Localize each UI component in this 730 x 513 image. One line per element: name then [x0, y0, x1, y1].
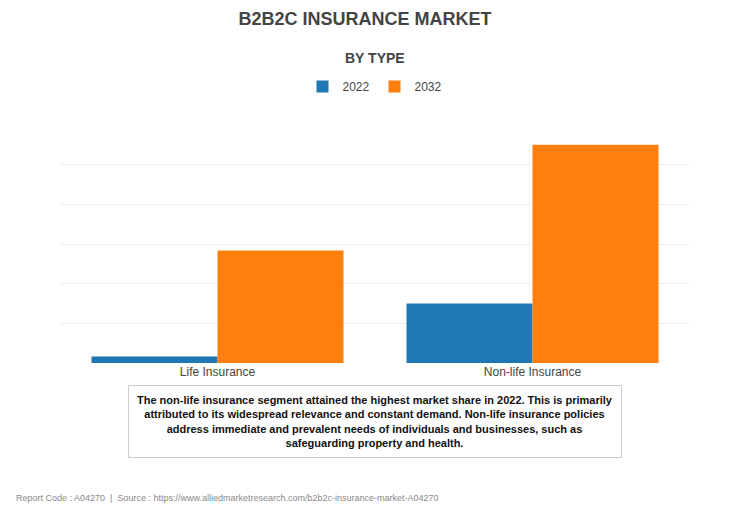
svg-text:B2B2C INSURANCE MARKET: B2B2C INSURANCE MARKET	[238, 9, 491, 29]
svg-text:Non-life Insurance: Non-life Insurance	[484, 365, 582, 379]
svg-text:2022: 2022	[343, 80, 370, 94]
svg-text:Report Code : A04270 | Sourc: Report Code : A04270 | Source : https://…	[16, 493, 439, 503]
svg-text:Life Insurance: Life Insurance	[180, 365, 256, 379]
svg-text:BY TYPE: BY TYPE	[345, 50, 405, 66]
svg-text:2032: 2032	[415, 80, 442, 94]
svg-text:The non-life insurance segment: The non-life insurance segment attained …	[137, 394, 613, 449]
